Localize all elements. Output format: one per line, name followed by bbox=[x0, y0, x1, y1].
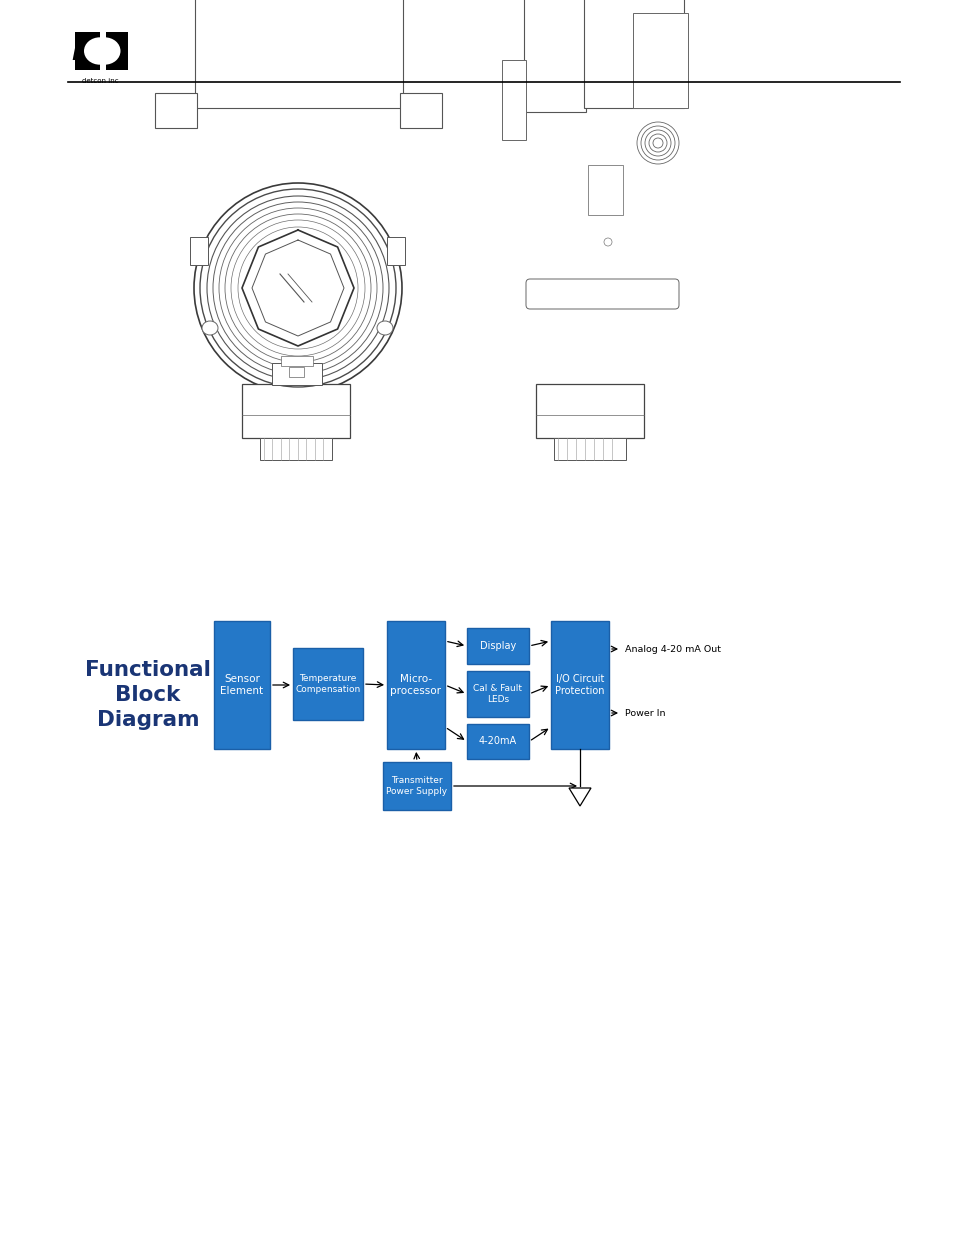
Text: 4-20mA: 4-20mA bbox=[478, 736, 517, 746]
Text: Functional
Block
Diagram: Functional Block Diagram bbox=[85, 659, 211, 730]
Bar bbox=[467, 724, 529, 760]
Polygon shape bbox=[242, 230, 354, 346]
Ellipse shape bbox=[231, 220, 365, 356]
Bar bbox=[467, 671, 529, 718]
Polygon shape bbox=[568, 788, 590, 806]
FancyBboxPatch shape bbox=[525, 279, 679, 309]
Bar bbox=[399, 93, 441, 128]
Ellipse shape bbox=[193, 183, 401, 393]
Ellipse shape bbox=[84, 37, 115, 64]
Bar bbox=[260, 438, 332, 459]
Text: Cal & Fault
LEDs: Cal & Fault LEDs bbox=[473, 684, 522, 704]
Bar bbox=[536, 384, 643, 438]
Bar bbox=[281, 356, 313, 366]
Ellipse shape bbox=[652, 138, 662, 148]
Bar bbox=[523, 0, 585, 112]
Bar bbox=[387, 621, 444, 748]
Bar bbox=[587, 165, 622, 215]
Bar bbox=[583, 0, 683, 107]
Ellipse shape bbox=[202, 321, 218, 335]
Bar bbox=[551, 621, 608, 748]
Bar bbox=[633, 14, 687, 107]
Ellipse shape bbox=[648, 135, 666, 152]
Bar bbox=[75, 32, 100, 70]
Ellipse shape bbox=[207, 196, 389, 380]
Text: Micro-
processor: Micro- processor bbox=[390, 674, 441, 695]
Text: Transmitter
Power Supply: Transmitter Power Supply bbox=[386, 777, 447, 795]
Text: detcon inc: detcon inc bbox=[82, 78, 119, 84]
Ellipse shape bbox=[200, 189, 395, 387]
Ellipse shape bbox=[219, 207, 376, 368]
Ellipse shape bbox=[603, 238, 612, 246]
Bar bbox=[242, 384, 350, 438]
Text: Analog 4-20 mA Out: Analog 4-20 mA Out bbox=[624, 645, 720, 653]
Polygon shape bbox=[208, 295, 390, 359]
Ellipse shape bbox=[376, 321, 393, 335]
Bar bbox=[382, 762, 451, 810]
Bar bbox=[194, 0, 402, 107]
Text: Sensor
Element: Sensor Element bbox=[220, 674, 263, 695]
Bar bbox=[106, 32, 128, 70]
Text: DC: DC bbox=[71, 37, 119, 67]
Text: Temperature
Compensation: Temperature Compensation bbox=[295, 674, 360, 694]
Bar bbox=[272, 363, 322, 385]
Ellipse shape bbox=[237, 227, 357, 350]
Ellipse shape bbox=[644, 130, 670, 156]
Ellipse shape bbox=[640, 126, 675, 161]
Text: Power In: Power In bbox=[624, 709, 665, 718]
Ellipse shape bbox=[213, 203, 382, 374]
Bar bbox=[213, 621, 270, 748]
Ellipse shape bbox=[637, 122, 679, 164]
Text: I/O Circuit
Protection: I/O Circuit Protection bbox=[555, 674, 604, 695]
Bar bbox=[293, 648, 363, 720]
Bar bbox=[554, 438, 625, 459]
Bar bbox=[289, 367, 304, 377]
Bar bbox=[154, 93, 196, 128]
Bar bbox=[501, 61, 525, 140]
Ellipse shape bbox=[89, 37, 120, 64]
Ellipse shape bbox=[225, 214, 371, 362]
Text: Display: Display bbox=[479, 641, 516, 651]
Bar bbox=[467, 629, 529, 664]
Bar bbox=[387, 237, 405, 266]
Bar bbox=[190, 237, 208, 266]
